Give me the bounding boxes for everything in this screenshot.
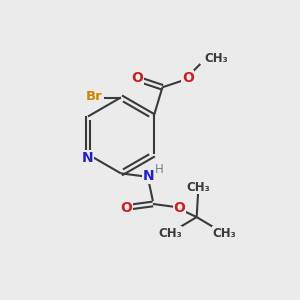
- Text: N: N: [82, 151, 93, 165]
- Text: Br: Br: [86, 90, 103, 104]
- Text: CH₃: CH₃: [212, 226, 236, 240]
- Text: O: O: [173, 201, 185, 215]
- Text: O: O: [131, 71, 143, 85]
- Text: O: O: [121, 201, 133, 215]
- Text: CH₃: CH₃: [186, 181, 210, 194]
- Text: O: O: [182, 71, 194, 85]
- Text: CH₃: CH₃: [205, 52, 229, 65]
- Text: H: H: [155, 163, 164, 176]
- Text: N: N: [143, 169, 154, 183]
- Text: CH₃: CH₃: [158, 226, 182, 240]
